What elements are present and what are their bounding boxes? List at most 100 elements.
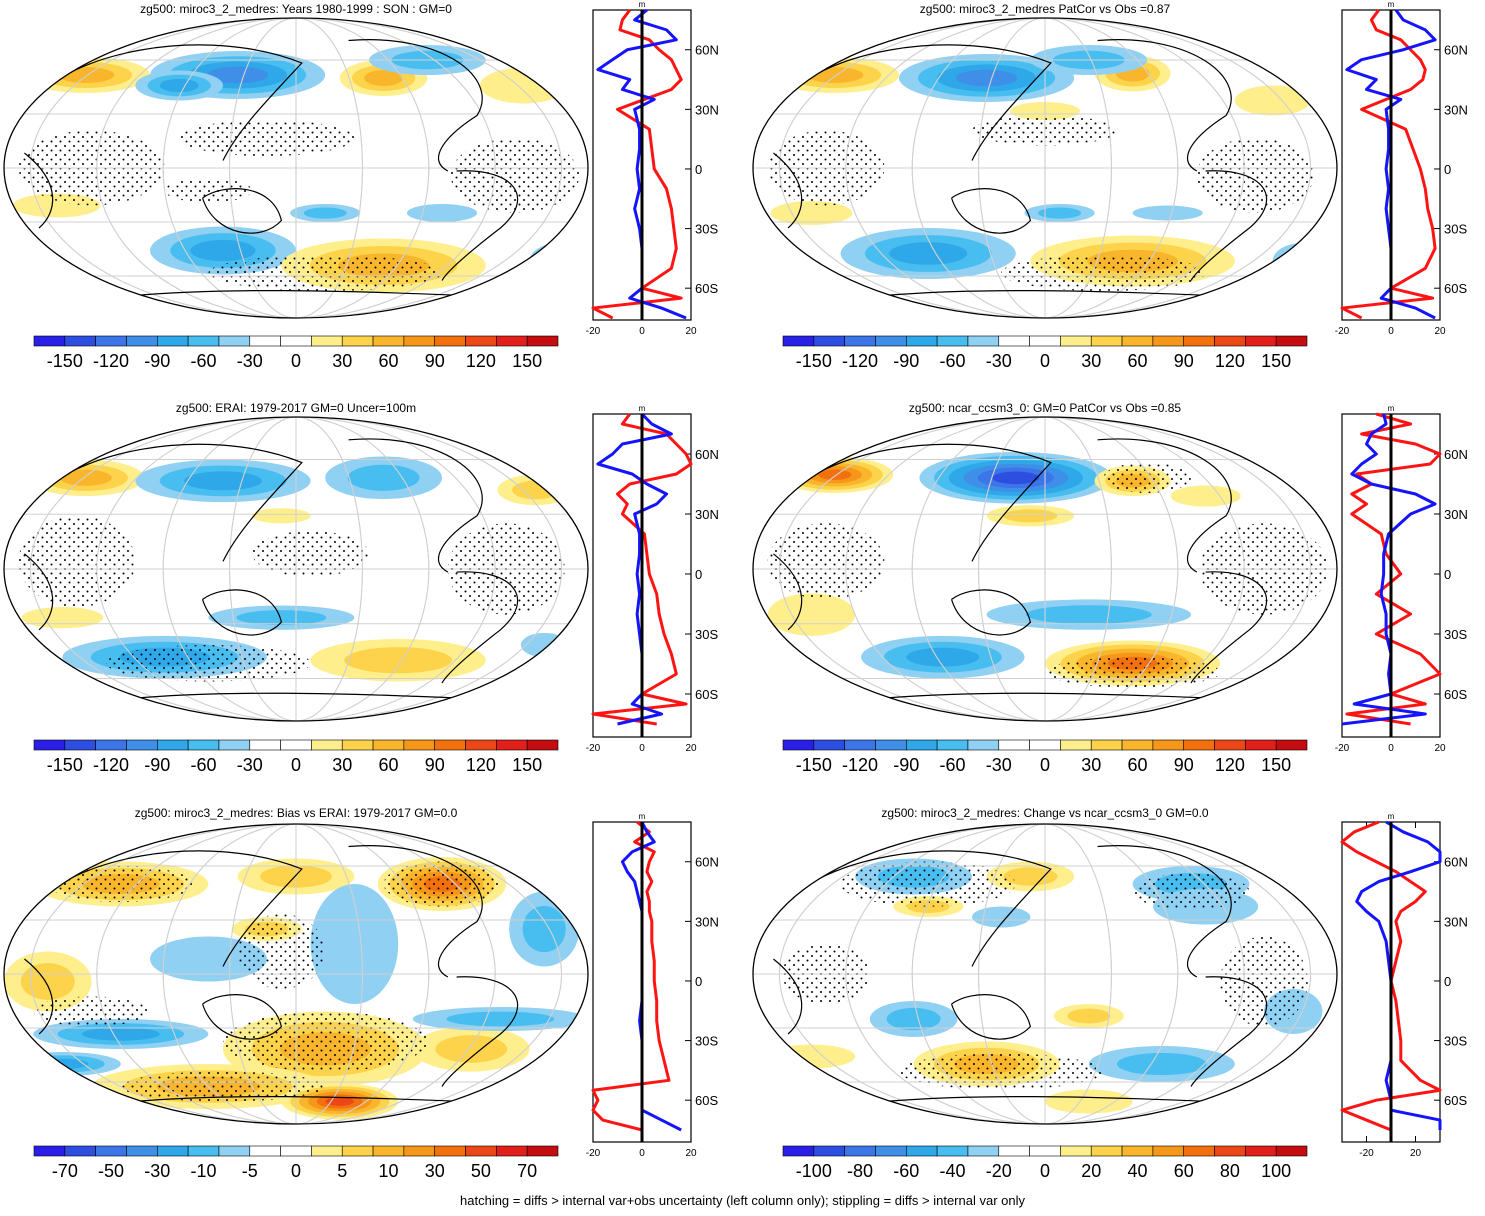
profile-lat-label: 30N: [695, 914, 719, 929]
colorbar-tick-label: -30: [237, 755, 263, 775]
colorbar-tick-label: -80: [847, 1161, 873, 1181]
colorbar-swatch: [1122, 1146, 1153, 1156]
negative-anomaly-contour: [956, 70, 1017, 87]
colorbar-swatch: [937, 336, 968, 346]
profile-lat-label: 30N: [1444, 914, 1468, 929]
colorbar-tick-label: -30: [986, 755, 1012, 775]
colorbar-swatch: [311, 336, 342, 346]
stippling-region: [179, 120, 354, 156]
colorbar-swatch: [496, 336, 527, 346]
profile-x-tick-label: 0: [639, 326, 645, 337]
colorbar-tick-label: 150: [1261, 755, 1291, 775]
colorbar-swatch: [96, 1146, 127, 1156]
colorbar-swatch: [968, 1146, 999, 1156]
colorbar-swatch: [1060, 1146, 1091, 1156]
colorbar-tick-label: -60: [940, 755, 966, 775]
colorbar-swatch: [783, 740, 814, 750]
stippling-region: [106, 645, 310, 681]
colorbar-swatch: [250, 1146, 281, 1156]
colorbar-tick-label: -20: [986, 1161, 1012, 1181]
profile-lat-label: 30N: [695, 102, 719, 117]
colorbar-swatch: [1184, 336, 1215, 346]
colorbar-swatch: [968, 336, 999, 346]
colorbar-swatch: [281, 336, 312, 346]
colorbar-swatch: [311, 1146, 342, 1156]
colorbar-tick-label: 30: [332, 755, 352, 775]
profile-x-tick-label: -20: [586, 1148, 601, 1159]
profile-x-tick-label: -20: [1335, 743, 1350, 754]
stippling-region: [252, 531, 369, 577]
colorbar-swatch: [96, 336, 127, 346]
negative-anomaly-contour: [446, 1012, 554, 1027]
colorbar-swatch: [937, 1146, 968, 1156]
colorbar-swatch: [1060, 740, 1091, 750]
positive-anomaly-contour: [768, 593, 856, 636]
colorbar-swatch: [906, 740, 937, 750]
colorbar-tick-label: 150: [512, 351, 542, 371]
colorbar-swatch: [814, 740, 845, 750]
colorbar-swatch: [281, 740, 312, 750]
colorbar-tick-label: 0: [1040, 1161, 1050, 1181]
colorbar-tick-label: 150: [512, 755, 542, 775]
positive-anomaly-contour: [21, 963, 75, 1000]
colorbar-swatch: [342, 336, 373, 346]
colorbar-swatch: [219, 336, 250, 346]
colorbar-tick-label: 60: [378, 755, 398, 775]
map-panel: [4, 6, 588, 330]
colorbar-swatch: [527, 336, 558, 346]
colorbar-tick-label: -90: [893, 351, 919, 371]
profile-x-tick-label: 20: [685, 326, 697, 337]
profile-lat-label: 30S: [695, 1034, 718, 1049]
positive-anomaly-contour: [435, 1035, 507, 1063]
positive-anomaly-contour: [1045, 1090, 1133, 1114]
colorbar-tick-label: -90: [893, 755, 919, 775]
profile-lat-label: 60N: [1444, 43, 1468, 58]
colorbar-swatch: [1030, 740, 1061, 750]
colorbar-swatch: [373, 740, 404, 750]
colorbar-swatch: [906, 1146, 937, 1156]
profile-lat-label: 30N: [1444, 102, 1468, 117]
colorbar-tick-label: -50: [98, 1161, 124, 1181]
negative-anomaly-contour: [1133, 206, 1203, 221]
negative-anomaly-contour: [1117, 1053, 1207, 1075]
negative-anomaly-contour: [407, 204, 477, 222]
profile-unit-label: m: [1388, 0, 1395, 9]
colorbar-swatch: [188, 1146, 219, 1156]
negative-anomaly-contour: [1273, 243, 1331, 279]
profile-x-tick-label: -20: [1359, 1148, 1374, 1159]
colorbar-swatch: [937, 740, 968, 750]
profile-lat-label: 60N: [695, 43, 719, 58]
profile-lat-label: 60S: [695, 281, 718, 296]
colorbar-swatch: [906, 336, 937, 346]
colorbar-swatch: [1122, 336, 1153, 346]
map-panel: [753, 812, 1337, 1136]
stippling-region: [841, 862, 1016, 907]
map-field: [753, 6, 1337, 330]
profile-x-tick-label: 0: [639, 743, 645, 754]
colorbar-swatch: [435, 740, 466, 750]
panel-title: zg500: miroc3_2_medres: Bias vs ERAI: 19…: [135, 806, 458, 820]
stippling-region: [48, 866, 194, 902]
colorbar-tick-label: 0: [291, 1161, 301, 1181]
profile-x-tick-label: 0: [1388, 326, 1394, 337]
colorbar-tick-label: -60: [191, 755, 217, 775]
colorbar-swatch: [1030, 336, 1061, 346]
colorbar-swatch: [1030, 1146, 1061, 1156]
colorbar-swatch: [1091, 1146, 1122, 1156]
stippling-region: [384, 862, 501, 907]
colorbar-swatch: [999, 336, 1030, 346]
colorbar-swatch: [65, 1146, 96, 1156]
panel-title: zg500: ncar_ccsm3_0: GM=0 PatCor vs Obs …: [909, 401, 1181, 415]
colorbar-swatch: [968, 740, 999, 750]
stippling-region: [1220, 937, 1308, 1027]
map-field: [4, 405, 588, 733]
positive-anomaly-contour: [818, 470, 851, 480]
colorbar-swatch: [527, 740, 558, 750]
colorbar-tick-label: -40: [940, 1161, 966, 1181]
colorbar-tick-label: -150: [796, 755, 832, 775]
colorbar-tick-label: 60: [1127, 351, 1147, 371]
